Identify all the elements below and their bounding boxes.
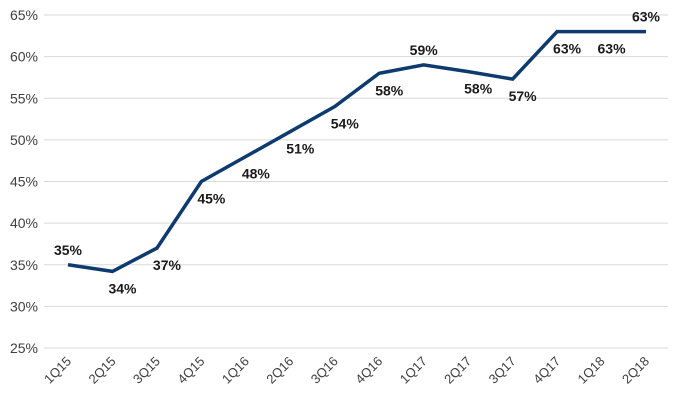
gridlines xyxy=(44,14,668,349)
data-label: 45% xyxy=(197,191,226,207)
data-label: 51% xyxy=(286,141,315,157)
x-tick-label: 3Q17 xyxy=(486,354,519,387)
y-tick-label: 40% xyxy=(10,215,38,231)
x-tick-label: 3Q16 xyxy=(308,354,341,387)
data-label: 54% xyxy=(331,116,360,132)
y-tick-label: 45% xyxy=(10,174,38,190)
series-line xyxy=(67,29,646,274)
x-tick-label: 2Q18 xyxy=(619,354,652,387)
data-label: 34% xyxy=(108,280,137,296)
data-label: 58% xyxy=(464,81,493,97)
series-lines xyxy=(67,29,646,274)
x-tick-label: 2Q17 xyxy=(441,354,474,387)
x-tick-label: 1Q15 xyxy=(41,354,74,387)
data-label: 57% xyxy=(509,88,538,104)
y-tick-label: 55% xyxy=(10,90,38,106)
data-labels: 35% 34% 37% 45% 48% 51% 54% 58% 59% 58% 57% 63% 63% 6… xyxy=(54,9,661,297)
data-label: 63% xyxy=(598,41,627,57)
data-label: 37% xyxy=(153,257,182,273)
y-tick-label: 30% xyxy=(10,298,38,314)
x-tick-label: 4Q16 xyxy=(352,354,385,387)
data-label: 59% xyxy=(410,42,439,58)
x-tick-label: 4Q15 xyxy=(174,354,207,387)
data-label: 35% xyxy=(54,242,83,258)
x-tick-label: 3Q15 xyxy=(130,354,163,387)
x-tick-label: 2Q16 xyxy=(263,354,296,387)
y-tick-label: 60% xyxy=(10,49,38,65)
x-axis-tick-labels: 1Q15 2Q15 3Q15 4Q15 1Q16 2Q16 3Q16 4Q16 1Q17 2Q17… xyxy=(41,354,652,387)
y-axis-tick-labels: 25% 30% 35% 40% 45% 50% 55% 60% 65% xyxy=(10,7,38,356)
data-label: 58% xyxy=(375,82,404,98)
x-tick-label: 1Q18 xyxy=(575,354,608,387)
x-tick-label: 1Q16 xyxy=(219,354,252,387)
y-tick-label: 35% xyxy=(10,257,38,273)
data-label: 48% xyxy=(242,166,271,182)
data-label: 63% xyxy=(632,9,661,25)
y-tick-label: 65% xyxy=(10,7,38,23)
y-tick-label: 25% xyxy=(10,340,38,356)
y-tick-label: 50% xyxy=(10,132,38,148)
data-label: 63% xyxy=(553,41,582,57)
x-tick-label: 1Q17 xyxy=(397,354,430,387)
x-tick-label: 4Q17 xyxy=(530,354,563,387)
x-tick-label: 2Q15 xyxy=(85,354,118,387)
